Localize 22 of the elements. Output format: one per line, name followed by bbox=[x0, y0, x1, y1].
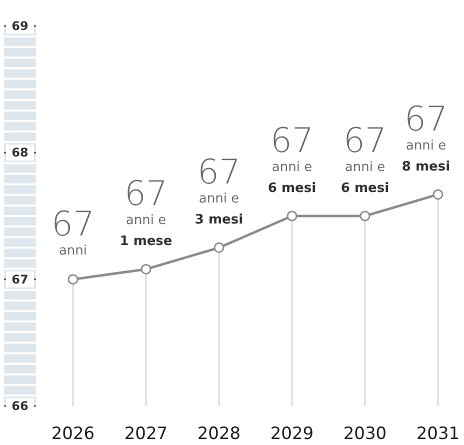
x-tick-label: 2031 bbox=[416, 424, 460, 444]
data-label: 67 anni e 3 mesi bbox=[194, 152, 244, 228]
y-tick-label: 66 bbox=[12, 399, 28, 413]
data-label: 67 anni bbox=[51, 204, 95, 258]
y-tick-label: 68 bbox=[12, 146, 28, 160]
x-tick-label: 2029 bbox=[270, 424, 314, 444]
point bbox=[286, 210, 298, 222]
point bbox=[68, 274, 78, 285]
data-label: 67 anni e 6 mesi bbox=[268, 121, 316, 196]
data-label: 67 anni e 8 mesi bbox=[402, 99, 450, 174]
y-tick-label: 67 bbox=[12, 272, 28, 286]
x-tick-label: 2027 bbox=[124, 424, 168, 444]
point bbox=[360, 210, 370, 222]
x-tick-label: 2028 bbox=[197, 424, 241, 444]
data-label: 67 anni e 1 mese bbox=[120, 174, 172, 250]
point bbox=[432, 189, 444, 200]
x-tick-label: 2026 bbox=[51, 424, 95, 444]
point bbox=[140, 264, 152, 274]
point bbox=[214, 242, 224, 253]
x-tick-label: 2030 bbox=[343, 424, 387, 444]
data-label: 67 anni e 6 mesi bbox=[340, 121, 390, 196]
y-tick-label: 69 bbox=[12, 19, 28, 33]
